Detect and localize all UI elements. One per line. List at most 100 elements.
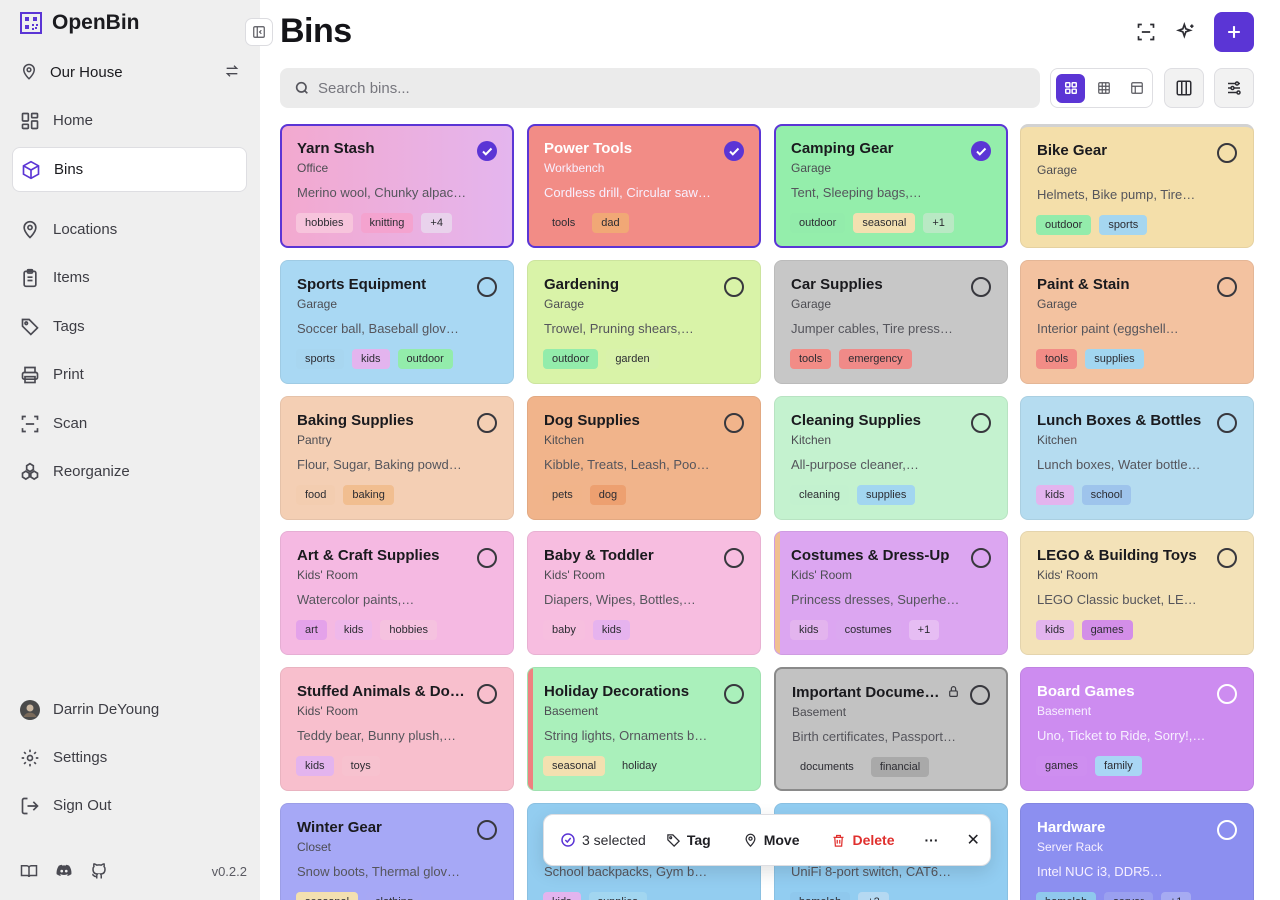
filter-button[interactable] bbox=[1214, 68, 1254, 108]
bin-card[interactable]: Lunch Boxes & Bottles Kitchen Lunch boxes,… bbox=[1020, 396, 1254, 520]
tag-chip[interactable]: outdoor bbox=[790, 213, 846, 233]
tag-chip[interactable]: games bbox=[1036, 756, 1088, 776]
tag-chip[interactable]: +1 bbox=[908, 620, 940, 640]
bin-card[interactable]: LEGO & Building Toys Kids' Room LEGO Class… bbox=[1020, 531, 1254, 655]
select-checkbox[interactable] bbox=[970, 685, 990, 705]
tag-chip[interactable]: outdoor bbox=[397, 349, 453, 369]
bin-card[interactable]: Stuffed Animals & Do… Kids' Room Teddy bea… bbox=[280, 667, 514, 791]
search-bar[interactable] bbox=[280, 68, 1040, 108]
select-checkbox[interactable] bbox=[971, 548, 991, 568]
select-checkbox[interactable] bbox=[971, 413, 991, 433]
tag-chip[interactable]: supplies bbox=[588, 892, 647, 900]
tag-chip[interactable]: +2 bbox=[858, 892, 889, 900]
tag-chip[interactable]: sports bbox=[1099, 215, 1148, 235]
nav-scan[interactable]: Scan bbox=[12, 401, 247, 446]
scan-button[interactable] bbox=[1126, 12, 1166, 52]
bulk-close-button[interactable]: ✕ bbox=[967, 830, 980, 850]
nav-items[interactable]: Items bbox=[12, 255, 247, 300]
select-checkbox[interactable] bbox=[724, 277, 744, 297]
tag-chip[interactable]: kids bbox=[296, 756, 334, 776]
tag-chip[interactable]: homelab bbox=[1036, 892, 1097, 900]
select-checkbox[interactable] bbox=[1217, 548, 1237, 568]
tag-chip[interactable]: food bbox=[296, 485, 336, 505]
select-checkbox[interactable] bbox=[1217, 820, 1237, 840]
tag-chip[interactable]: garden bbox=[606, 349, 659, 369]
columns-button[interactable] bbox=[1164, 68, 1204, 108]
tag-chip[interactable]: hobbies bbox=[380, 620, 437, 640]
tag-chip[interactable]: +1 bbox=[923, 213, 954, 233]
tag-chip[interactable]: financial bbox=[870, 757, 930, 777]
tag-chip[interactable]: holiday bbox=[613, 756, 666, 776]
bin-card[interactable]: Holiday Decorations Basement String lights… bbox=[527, 667, 761, 791]
bin-card[interactable]: Important Docume… Basement Birth certifica… bbox=[774, 667, 1008, 791]
bin-card[interactable]: Baking Supplies Pantry Flour, Sugar, Bakin… bbox=[280, 396, 514, 520]
nav-locations[interactable]: Locations bbox=[12, 207, 247, 252]
select-checkbox[interactable] bbox=[724, 684, 744, 704]
bin-card[interactable]: Costumes & Dress-Up Kids' Room Princess dr… bbox=[774, 531, 1008, 655]
tag-chip[interactable]: toys bbox=[341, 756, 380, 776]
tag-chip[interactable]: outdoor bbox=[543, 349, 599, 369]
tag-chip[interactable]: family bbox=[1095, 756, 1142, 776]
tag-chip[interactable]: tools bbox=[1036, 349, 1078, 369]
tag-chip[interactable]: art bbox=[296, 620, 327, 640]
tag-chip[interactable]: kids bbox=[1036, 620, 1074, 640]
bin-card[interactable]: Dog Supplies Kitchen Kibble, Treats, Leash… bbox=[527, 396, 761, 520]
nav-tags[interactable]: Tags bbox=[12, 304, 247, 349]
tag-chip[interactable]: documents bbox=[791, 757, 863, 777]
tag-chip[interactable]: kids bbox=[334, 620, 373, 640]
bin-card[interactable]: Hardware Server Rack Intel NUC i3, DDR5… ho… bbox=[1020, 803, 1254, 900]
select-checkbox[interactable] bbox=[1217, 413, 1237, 433]
tag-chip[interactable]: server bbox=[1104, 892, 1153, 900]
bulk-delete-button[interactable]: Delete bbox=[831, 832, 895, 848]
github-icon[interactable] bbox=[90, 862, 108, 880]
bin-card[interactable]: Cleaning Supplies Kitchen All-purpose clea… bbox=[774, 396, 1008, 520]
tag-chip[interactable]: supplies bbox=[1085, 349, 1144, 369]
tag-chip[interactable]: dad bbox=[592, 213, 629, 233]
select-checkbox[interactable] bbox=[971, 141, 991, 161]
select-checkbox[interactable] bbox=[1217, 143, 1237, 163]
search-input[interactable] bbox=[318, 79, 918, 97]
collapse-sidebar-button[interactable] bbox=[245, 18, 273, 46]
sign-out-button[interactable]: Sign Out bbox=[12, 783, 247, 828]
book-icon[interactable] bbox=[20, 862, 38, 880]
tag-chip[interactable]: costumes bbox=[835, 620, 901, 640]
tag-chip[interactable]: kids bbox=[1036, 485, 1074, 505]
nav-reorganize[interactable]: Reorganize bbox=[12, 449, 247, 494]
tag-chip[interactable]: baby bbox=[543, 620, 585, 640]
grid-view-button[interactable] bbox=[1056, 73, 1085, 103]
bin-card[interactable]: Yarn Stash Office Merino wool, Chunky alpa… bbox=[280, 124, 514, 248]
compact-view-button[interactable] bbox=[1089, 74, 1118, 103]
tag-chip[interactable]: tools bbox=[790, 349, 832, 369]
tag-chip[interactable]: hobbies bbox=[296, 213, 353, 233]
tag-chip[interactable]: +4 bbox=[421, 213, 452, 233]
user-profile[interactable]: Darrin DeYoung bbox=[12, 687, 247, 732]
tag-chip[interactable]: seasonal bbox=[853, 213, 916, 233]
discord-icon[interactable] bbox=[54, 862, 74, 880]
select-checkbox[interactable] bbox=[724, 141, 744, 161]
bulk-tag-button[interactable]: Tag bbox=[666, 832, 711, 848]
tag-chip[interactable]: emergency bbox=[839, 349, 912, 369]
tag-chip[interactable]: homelab bbox=[790, 892, 851, 900]
bin-card[interactable]: Board Games Basement Uno, Ticket to Ride, … bbox=[1020, 667, 1254, 791]
nav-home[interactable]: Home bbox=[12, 98, 247, 143]
bin-card[interactable]: Winter Gear Closet Snow boots, Thermal glo… bbox=[280, 803, 514, 900]
select-checkbox[interactable] bbox=[1217, 684, 1237, 704]
bin-card[interactable]: Car Supplies Garage Jumper cables, Tire pr… bbox=[774, 260, 1008, 384]
tag-chip[interactable]: games bbox=[1081, 620, 1133, 640]
nav-bins[interactable]: Bins bbox=[12, 147, 247, 192]
tag-chip[interactable]: cleaning bbox=[790, 485, 849, 505]
select-checkbox[interactable] bbox=[477, 684, 497, 704]
tag-chip[interactable]: sports bbox=[296, 349, 344, 369]
tag-chip[interactable]: knitting bbox=[360, 213, 414, 233]
bin-card[interactable]: Baby & Toddler Kids' Room Diapers, Wipes, … bbox=[527, 531, 761, 655]
bin-card[interactable]: Paint & Stain Garage Interior paint (eggsh… bbox=[1020, 260, 1254, 384]
select-checkbox[interactable] bbox=[724, 413, 744, 433]
bulk-more-button[interactable]: ··· bbox=[925, 832, 939, 848]
app-logo[interactable]: OpenBin bbox=[20, 11, 140, 35]
select-checkbox[interactable] bbox=[1217, 277, 1237, 297]
table-view-button[interactable] bbox=[1122, 74, 1151, 103]
ai-button[interactable] bbox=[1166, 12, 1206, 52]
tag-chip[interactable]: dog bbox=[589, 485, 627, 505]
bin-card[interactable]: Camping Gear Garage Tent, Sleeping bags,… o… bbox=[774, 124, 1008, 248]
tag-chip[interactable]: kids bbox=[351, 349, 390, 369]
